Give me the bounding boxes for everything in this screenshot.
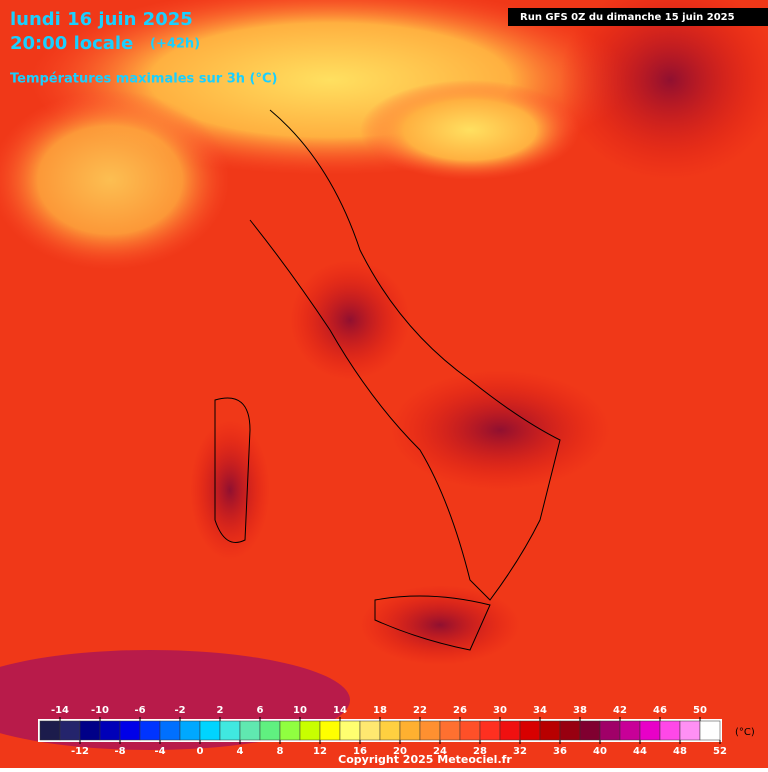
- scale-label: 8: [277, 746, 284, 757]
- scale-box: [179, 720, 201, 741]
- scale-box: [459, 720, 481, 741]
- cool-zone: [0, 90, 230, 270]
- scale-label: 42: [613, 705, 627, 716]
- scale-box: [119, 720, 141, 741]
- scale-box: [659, 720, 681, 741]
- coastline: [374, 595, 491, 651]
- scale-label: 10: [293, 705, 307, 716]
- scale-box: [619, 720, 641, 741]
- coastline: [214, 397, 251, 543]
- scale-box: [239, 720, 261, 741]
- forecast-date: lundi 16 juin 2025: [10, 9, 193, 30]
- scale-label: 40: [593, 746, 607, 757]
- scale-box: [439, 720, 461, 741]
- scale-label: -8: [114, 746, 125, 757]
- scale-box: [299, 720, 321, 741]
- scale-label: 26: [453, 705, 467, 716]
- scale-label: 34: [533, 705, 547, 716]
- color-scale: -14-12-10-8-6-4-202468101214161820222426…: [38, 705, 727, 757]
- scale-box: [399, 720, 421, 741]
- scale-label: 2: [217, 705, 224, 716]
- hot-zone: [390, 370, 610, 490]
- forecast-time: 20:00 locale: [10, 33, 133, 54]
- scale-box: [679, 720, 701, 741]
- scale-box: [359, 720, 381, 741]
- scale-label: 28: [473, 746, 487, 757]
- map-subtitle: Températures maximales sur 3h (°C): [10, 72, 277, 87]
- scale-box: [519, 720, 541, 741]
- scale-box: [339, 720, 361, 741]
- hot-zone: [360, 585, 520, 665]
- scale-label: 48: [673, 746, 687, 757]
- scale-label: 14: [333, 705, 347, 716]
- cool-zone: [360, 80, 580, 180]
- run-info: Run GFS 0Z du dimanche 15 juin 2025: [520, 12, 735, 23]
- hot-zone: [290, 260, 410, 380]
- scale-box: [59, 720, 81, 741]
- coastline: [249, 109, 561, 601]
- scale-box: [319, 720, 341, 741]
- scale-label: 16: [353, 746, 367, 757]
- scale-label: 6: [257, 705, 264, 716]
- scale-label: 12: [313, 746, 327, 757]
- scale-box: [139, 720, 161, 741]
- scale-label: 20: [393, 746, 407, 757]
- scale-label: 52: [713, 746, 727, 757]
- scale-label: 22: [413, 705, 427, 716]
- scale-box: [259, 720, 281, 741]
- lead-time: (+42h): [150, 37, 200, 52]
- scale-label: -10: [91, 705, 109, 716]
- scale-label: 24: [433, 746, 447, 757]
- scale-label: 32: [513, 746, 527, 757]
- scale-box: [379, 720, 401, 741]
- scale-box: [39, 720, 61, 741]
- scale-label: 50: [693, 705, 707, 716]
- scale-label: 38: [573, 705, 587, 716]
- scale-label: -6: [134, 705, 145, 716]
- scale-label: 44: [633, 746, 647, 757]
- scale-box: [639, 720, 661, 741]
- scale-box: [479, 720, 501, 741]
- scale-label: 0: [197, 746, 204, 757]
- scale-box: [199, 720, 221, 741]
- hot-zone: [190, 420, 270, 560]
- scale-box: [599, 720, 621, 741]
- copyright: Copyright 2025 Meteociel.fr: [338, 753, 512, 766]
- scale-box: [279, 720, 301, 741]
- scale-box: [499, 720, 521, 741]
- scale-label: 36: [553, 746, 567, 757]
- scale-label: -4: [154, 746, 165, 757]
- hot-zone: [560, 0, 768, 180]
- run-banner: [508, 8, 768, 26]
- scale-label: -14: [51, 705, 69, 716]
- scale-unit: (°C): [735, 727, 755, 738]
- scale-box: [99, 720, 121, 741]
- scale-label: -2: [174, 705, 185, 716]
- scale-box: [419, 720, 441, 741]
- scale-label: 18: [373, 705, 387, 716]
- scale-label: 4: [237, 746, 244, 757]
- scale-box: [159, 720, 181, 741]
- scale-label: -12: [71, 746, 89, 757]
- scale-box: [579, 720, 601, 741]
- scale-box: [699, 720, 721, 741]
- scale-box: [539, 720, 561, 741]
- scale-label: 46: [653, 705, 667, 716]
- scale-label: 30: [493, 705, 507, 716]
- scale-box: [79, 720, 101, 741]
- scale-box: [219, 720, 241, 741]
- scale-box: [559, 720, 581, 741]
